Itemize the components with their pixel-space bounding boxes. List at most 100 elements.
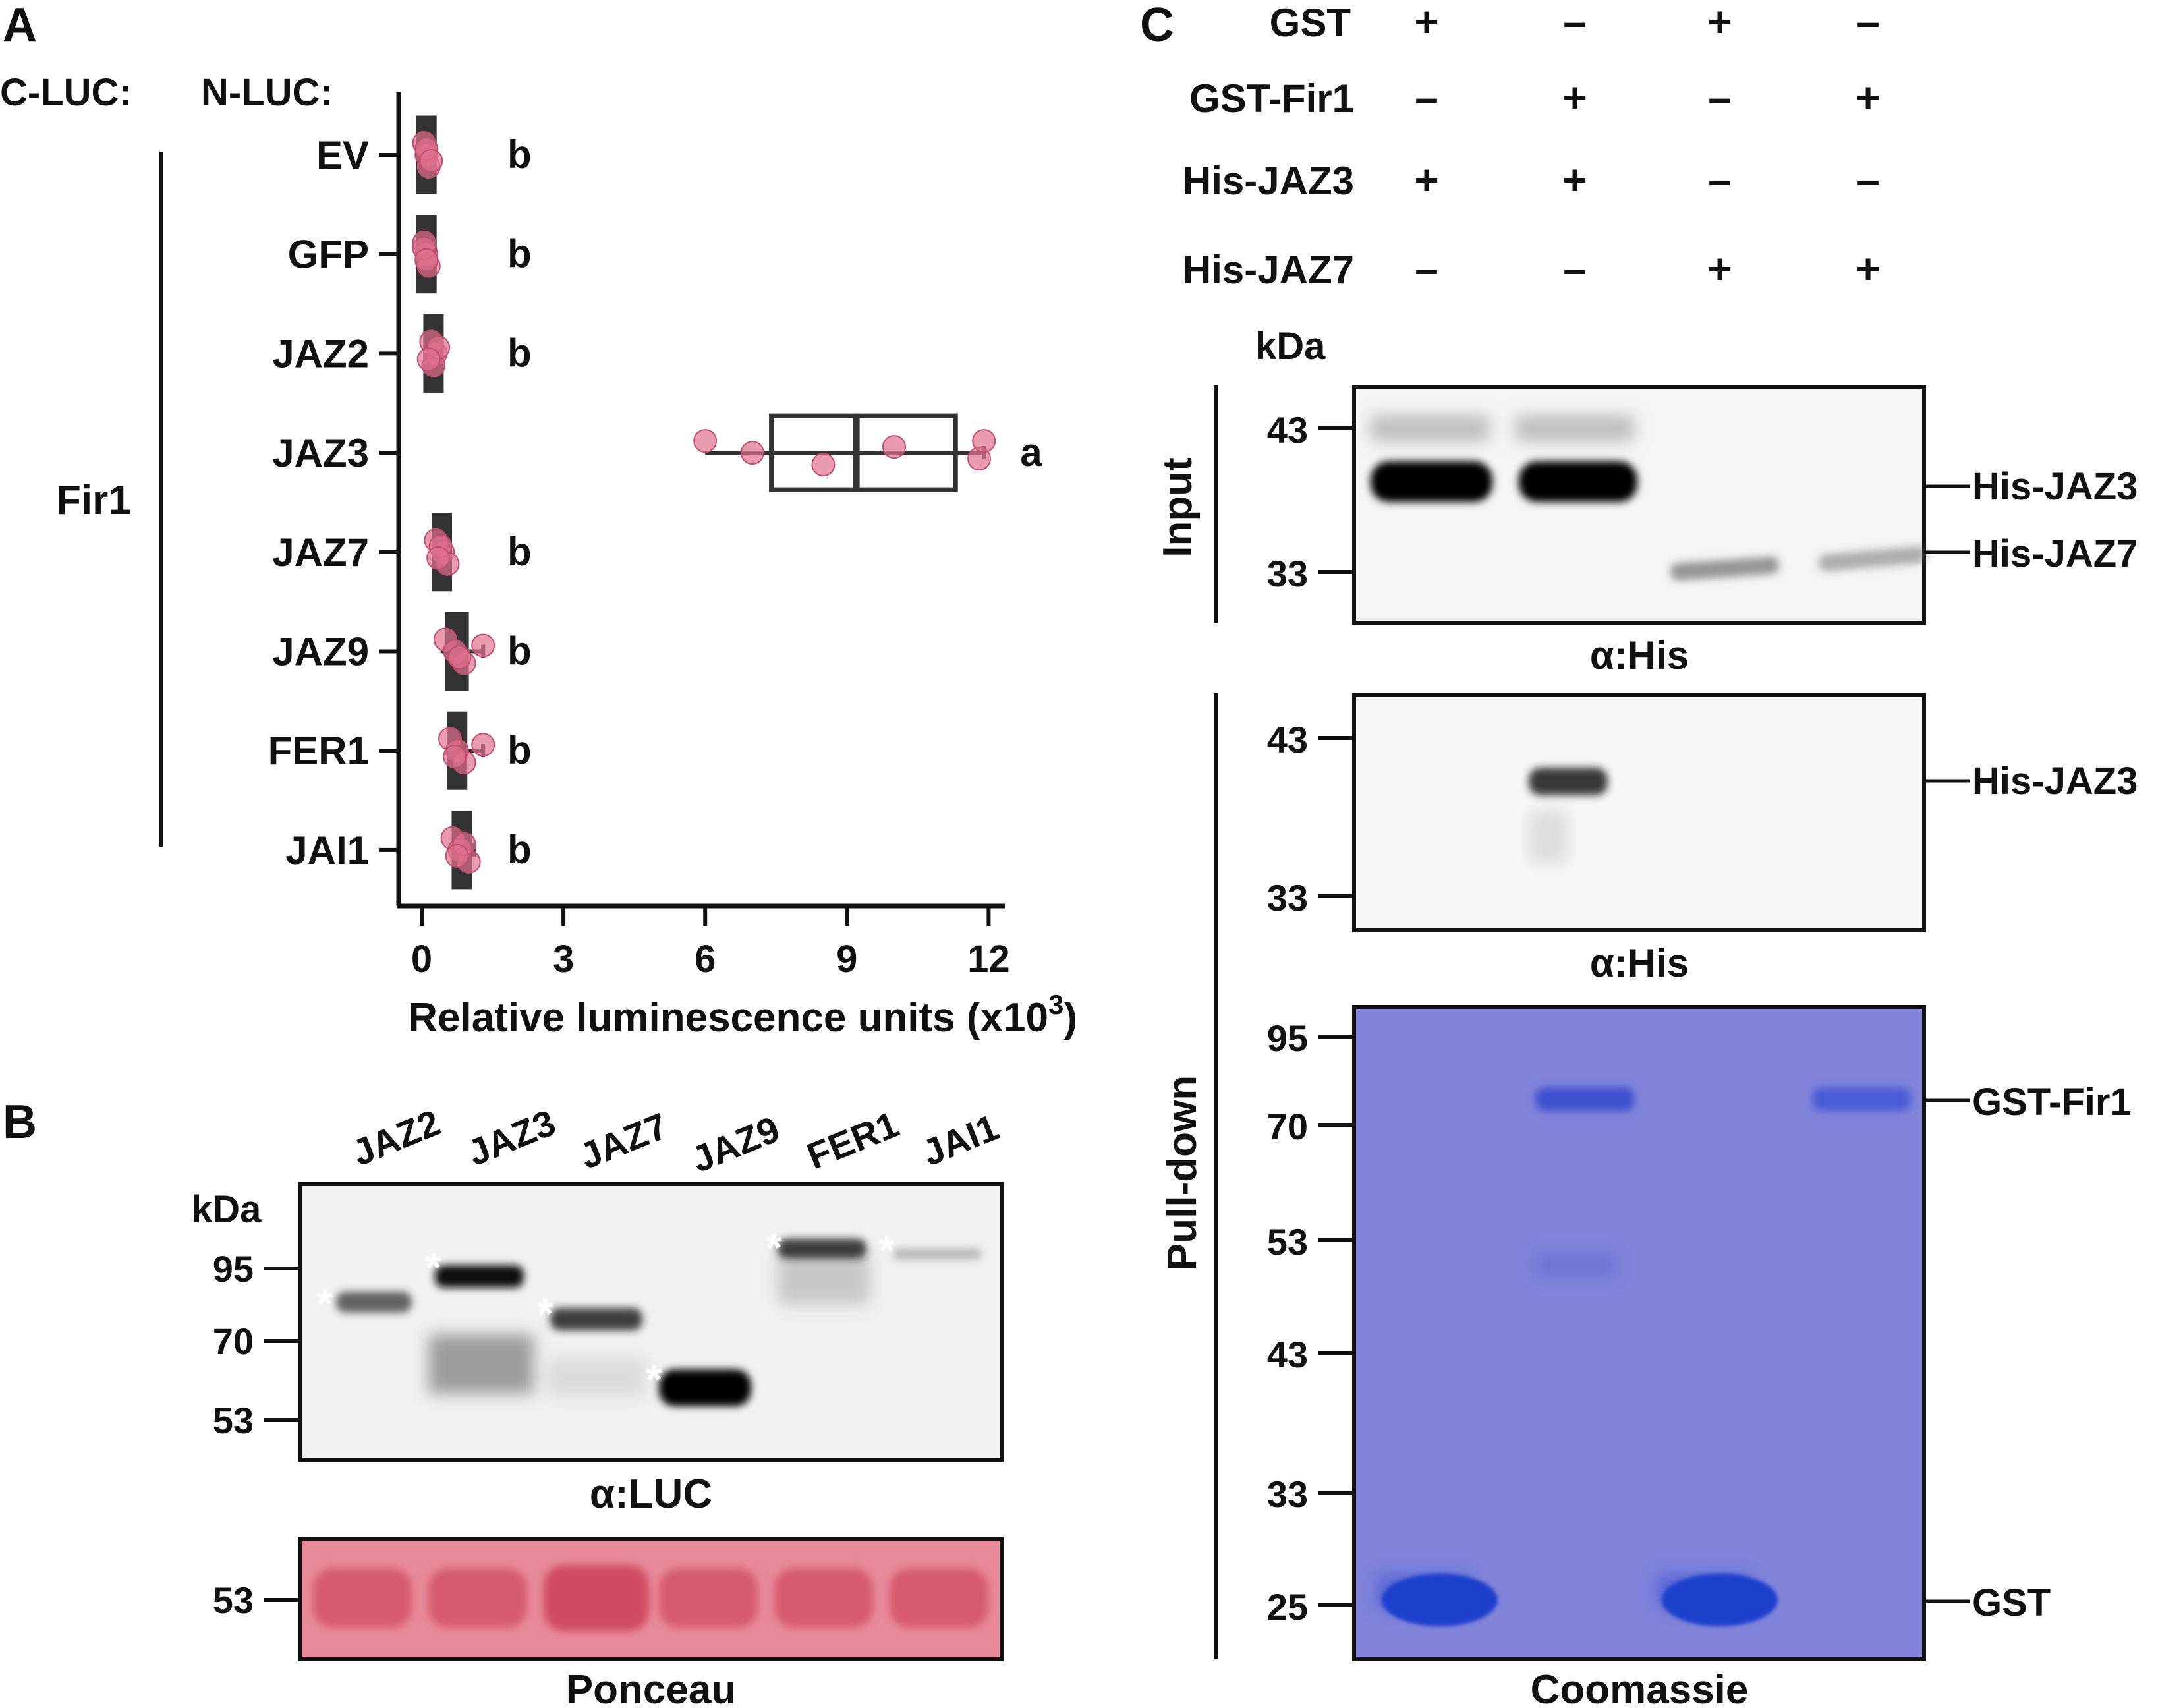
pulldown-marker-33: 33 xyxy=(1267,877,1308,919)
data-point-ev xyxy=(419,149,443,173)
ponceau-label: Ponceau xyxy=(566,1667,736,1708)
coomassie-gel xyxy=(1352,1005,1926,1661)
data-point-jaz9 xyxy=(471,633,496,658)
band-jai1 xyxy=(893,1249,982,1259)
svg-text:+: + xyxy=(1562,156,1587,204)
data-point-jaz9 xyxy=(447,645,472,669)
svg-text:+: + xyxy=(1707,245,1732,293)
band-input-jaz7-lane4 xyxy=(1819,546,1927,572)
svg-text:+: + xyxy=(1856,74,1880,121)
input-blot-label: α:His xyxy=(1590,633,1689,677)
group-label-fir1: Fir1 xyxy=(56,478,131,523)
marker-70: 70 xyxy=(213,1321,254,1362)
x-tick-label-12: 12 xyxy=(967,938,1010,981)
y-tick-label-gfp: GFP xyxy=(288,233,369,277)
band-jaz2 xyxy=(336,1292,412,1313)
significance-letter-jaz9: b xyxy=(507,629,532,673)
coomassie-label: Coomassie xyxy=(1531,1667,1749,1708)
ponceau-stain xyxy=(298,1537,1004,1661)
x-axis-label: Relative luminescence units (x103) xyxy=(408,989,1077,1040)
pulldown-marker-43: 43 xyxy=(1267,719,1308,760)
svg-text:–: – xyxy=(1708,74,1732,121)
lane-label-jai1: JAI1 xyxy=(917,1106,1004,1174)
coomassie-marker-53: 53 xyxy=(1267,1221,1308,1263)
data-point-jai1 xyxy=(445,843,469,868)
marker-53: 53 xyxy=(213,1400,254,1441)
panel-label-a: A xyxy=(3,0,37,51)
band-input-jaz7-lane3 xyxy=(1670,557,1779,581)
lane-label-jaz9: JAZ9 xyxy=(686,1108,785,1180)
band-jaz7 xyxy=(550,1308,642,1330)
coomassie-markers: 95 70 53 43 33 25 xyxy=(1267,1017,1354,1628)
data-point-gfp xyxy=(414,248,439,272)
band-input-jaz3-lane1 xyxy=(1371,461,1492,502)
significance-letter-gfp: b xyxy=(507,232,532,276)
condition-gst-fir1: GST-Fir1 xyxy=(1189,76,1354,121)
svg-text:–: – xyxy=(1856,0,1880,45)
band-fer1 xyxy=(778,1239,866,1259)
data-point-jaz3 xyxy=(972,429,996,453)
svg-text:+: + xyxy=(1562,74,1587,121)
condition-table: GST GST-Fir1 His-JAZ3 His-JAZ7 + – + – –… xyxy=(1183,0,1881,293)
marker-95: 95 xyxy=(213,1248,254,1290)
svg-text:+: + xyxy=(1856,245,1880,293)
data-point-fer1 xyxy=(443,745,467,769)
significance-letter-jaz2: b xyxy=(507,331,532,375)
ponceau-marker-53: 53 xyxy=(213,1580,254,1621)
pulldown-blot-label: α:His xyxy=(1590,941,1689,985)
svg-text:–: – xyxy=(1563,0,1587,45)
svg-text:–: – xyxy=(1563,245,1587,293)
significance-letter-ev: b xyxy=(507,132,532,177)
data-point-jaz2 xyxy=(416,347,441,372)
y-tick-label-jaz2: JAZ2 xyxy=(272,331,369,376)
lane-label-fer1: FER1 xyxy=(801,1103,904,1177)
box-plot-chart: EV b GFP b JAZ2 b JAZ3 a JAZ7 b JAZ9 b FER1 b JAI1 b 0 3 6… xyxy=(268,92,1042,981)
significance-letter-jai1: b xyxy=(507,828,532,872)
asterisk-fer1: * xyxy=(766,1224,782,1271)
significance-letter-fer1: b xyxy=(507,728,532,772)
band-jaz3 xyxy=(435,1265,524,1288)
luc-blot: * * * * * * xyxy=(298,1182,1004,1462)
coomassie-marker-70: 70 xyxy=(1267,1106,1308,1147)
asterisk-jai1: * xyxy=(878,1227,895,1274)
y-tick-label-jaz9: JAZ9 xyxy=(272,630,369,674)
x-tick-label-3: 3 xyxy=(553,938,574,981)
band-label-his-jaz3-input: His-JAZ3 xyxy=(1972,465,2138,508)
band-input-jaz3-lane2 xyxy=(1519,461,1637,502)
band-label-his-jaz3-pulldown: His-JAZ3 xyxy=(1972,760,2138,803)
lane-label-jaz2: JAZ2 xyxy=(347,1101,446,1174)
data-point-jaz3 xyxy=(811,453,836,477)
input-marker-43: 43 xyxy=(1267,409,1308,451)
pulldown-blot xyxy=(1352,693,1926,932)
kda-label-b: kDa xyxy=(191,1188,262,1231)
data-point-jaz3 xyxy=(693,429,718,453)
svg-text:–: – xyxy=(1415,245,1438,293)
band-label-his-jaz7-input: His-JAZ7 xyxy=(1972,532,2138,575)
data-point-jaz3 xyxy=(740,441,764,465)
coomassie-marker-95: 95 xyxy=(1267,1017,1308,1059)
svg-text:–: – xyxy=(1708,156,1732,204)
kda-label-c: kDa xyxy=(1255,325,1326,368)
svg-text:–: – xyxy=(1415,74,1438,121)
coomassie-marker-25: 25 xyxy=(1267,1586,1308,1628)
asterisk-jaz7: * xyxy=(537,1290,553,1337)
box-jaz3 xyxy=(769,413,958,492)
band-label-gst: GST xyxy=(1972,1581,2051,1624)
asterisk-jaz2: * xyxy=(316,1280,333,1327)
input-blot xyxy=(1352,385,1927,625)
lane-label-jaz3: JAZ3 xyxy=(462,1101,561,1174)
coomassie-marker-33: 33 xyxy=(1267,1473,1308,1515)
data-point-jaz3 xyxy=(882,435,906,459)
significance-letter-jaz7: b xyxy=(507,530,532,574)
band-pulldown-jaz3 xyxy=(1529,768,1608,795)
svg-text:+: + xyxy=(1414,156,1438,204)
header-nluc: N-LUC: xyxy=(201,71,333,114)
panel-label-c: C xyxy=(1140,0,1174,51)
input-label: Input xyxy=(1155,457,1201,557)
condition-his-jaz7: His-JAZ7 xyxy=(1183,248,1354,292)
y-tick-label-jaz7: JAZ7 xyxy=(272,530,369,575)
data-point-fer1 xyxy=(471,733,496,757)
band-gst-lane1 xyxy=(1382,1574,1498,1626)
blot-label-luc: α:LUC xyxy=(590,1471,712,1517)
